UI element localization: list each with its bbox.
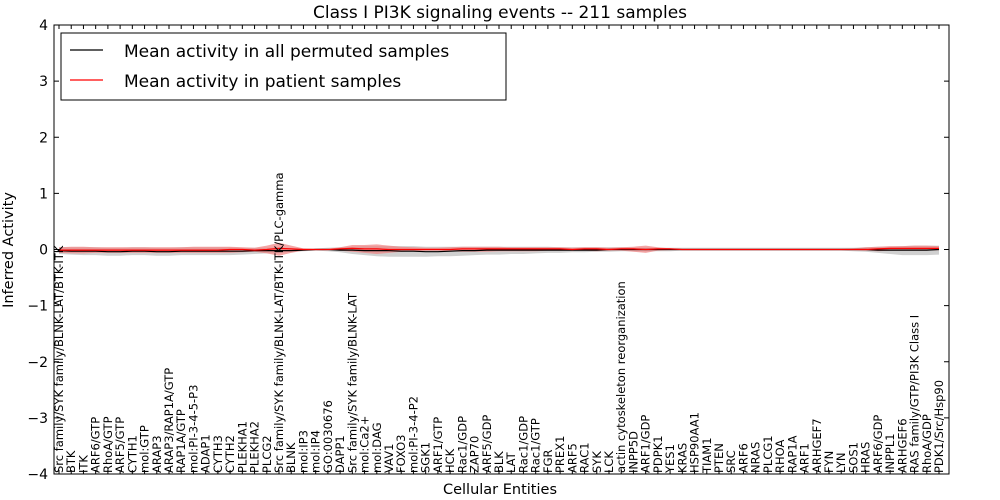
- x-category-label: PDPK1: [651, 435, 665, 473]
- x-category-label: ARF6: [736, 443, 750, 473]
- x-category-label: ARF1/GTP: [431, 417, 445, 473]
- x-category-label: PDK1/Src/Hsp90: [932, 380, 946, 473]
- x-category-label: HSP90AA1: [688, 412, 702, 473]
- x-category-label: SGK1: [419, 442, 433, 473]
- x-category-label: CYTH3: [211, 435, 225, 473]
- x-category-label: FYN: [822, 451, 836, 473]
- x-category-label: mol:PI-3-4-5-P3: [186, 385, 200, 473]
- x-axis: Src family/SYK family/BLNK-LAT/BTK-ITKBT…: [52, 25, 946, 474]
- x-category-label: ARHGEF6: [895, 418, 909, 473]
- legend-label-permuted: Mean activity in all permuted samples: [124, 42, 449, 62]
- x-category-label: mol:IP4: [309, 430, 323, 473]
- x-category-label: ARF5/GDP: [480, 415, 494, 473]
- x-category-label: RhoA/GTP: [101, 416, 115, 473]
- x-category-label: DAPP1: [333, 435, 347, 473]
- y-tick-label: 1: [39, 186, 48, 202]
- x-category-label: FOXO3: [394, 435, 408, 473]
- x-category-label: HCK: [443, 448, 457, 473]
- y-tick-label: −3: [27, 411, 48, 427]
- x-category-label: ARAP3/RAP1A/GTP: [162, 368, 176, 473]
- legend: Mean activity in all permuted samples Me…: [60, 32, 507, 101]
- x-category-label: ITK: [76, 455, 90, 473]
- x-category-label: INPPL1: [883, 433, 897, 473]
- x-category-label: mol:IP3: [296, 430, 310, 473]
- x-category-label: PLCG2: [260, 435, 274, 473]
- y-tick-label: 0: [39, 243, 48, 259]
- x-category-label: ARF5: [565, 443, 579, 473]
- x-category-label: TIAM1: [700, 437, 714, 474]
- x-category-label: FGR: [541, 449, 555, 473]
- x-category-label: ARF5/GTP: [113, 417, 127, 473]
- x-category-label: ARAP3: [150, 435, 164, 473]
- legend-label-patient: Mean activity in patient samples: [124, 72, 401, 92]
- x-category-label: INPP5D: [626, 431, 640, 473]
- y-tick-label: −2: [27, 355, 48, 371]
- x-category-label: BLNK: [284, 442, 298, 473]
- y-axis: −4 −3 −2 −1 0 1 2 3 4: [27, 18, 949, 483]
- y-tick-label: 2: [39, 130, 48, 146]
- chart-title: Class I PI3K signaling events -- 211 sam…: [313, 3, 687, 23]
- x-category-label: ARHGEF7: [810, 418, 824, 473]
- y-axis-label: Inferred Activity: [1, 192, 17, 308]
- x-axis-label: Cellular Entities: [443, 482, 557, 498]
- x-category-label: PLEKHA2: [248, 421, 262, 473]
- line-series-1: [59, 247, 939, 251]
- x-category-label: RAC1: [578, 442, 592, 473]
- x-category-label: LAT: [504, 451, 518, 473]
- x-category-label: RAS family/GTP/PI3K Class I: [908, 315, 922, 473]
- x-category-label: CYTH2: [223, 435, 237, 473]
- x-category-label: mol:DAG: [370, 422, 384, 473]
- x-category-label: ARF6/GDP: [871, 415, 885, 473]
- y-tick-label: −1: [27, 299, 48, 315]
- x-category-label: Rac1/GDP: [455, 416, 469, 473]
- x-category-label: ADAP1: [199, 434, 213, 473]
- x-category-label: ARF1: [798, 443, 812, 473]
- x-category-label: actin cytoskeleton reorganization: [614, 281, 628, 473]
- y-tick-label: 3: [39, 74, 48, 90]
- x-category-label: ARF6/GTP: [89, 417, 103, 473]
- x-category-label: PTEN: [712, 443, 726, 473]
- x-category-label: SOS1: [846, 442, 860, 473]
- x-category-label: PLCG1: [761, 435, 775, 473]
- x-category-label: mol:PI-3-4-P2: [406, 396, 420, 473]
- x-category-label: GO:0030676: [321, 400, 335, 473]
- x-category-label: KRAS: [675, 443, 689, 473]
- x-category-label: RHOA: [773, 440, 787, 473]
- x-category-label: RAP1A/GTP: [174, 409, 188, 473]
- x-category-label: Src family/SYK family/BLNK-LAT/BTK-ITK/P…: [272, 173, 286, 474]
- x-category-label: BLK: [492, 451, 506, 473]
- x-category-label: Src family/SYK family/BLNK-LAT: [345, 292, 359, 473]
- x-category-label: ARF1/GDP: [639, 415, 653, 473]
- y-tick-label: 4: [39, 18, 48, 34]
- legend-frame: [60, 32, 507, 101]
- x-category-label: BTK: [64, 450, 78, 473]
- x-category-label: LCK: [602, 451, 616, 473]
- x-category-label: LYN: [834, 452, 848, 473]
- series-lines: [58, 247, 940, 253]
- x-category-label: NRAS: [749, 442, 763, 473]
- x-category-label: Src family/SYK family/BLNK-LAT/BTK-ITK: [52, 245, 66, 473]
- x-category-label: RAP1A: [785, 435, 799, 473]
- x-category-label: mol:Ca2+: [358, 416, 372, 473]
- x-category-label: mol:GTP: [138, 425, 152, 473]
- x-category-label: SYK: [590, 451, 604, 473]
- y-tick-label: −4: [27, 467, 48, 483]
- x-category-label: CYTH1: [125, 435, 139, 473]
- x-category-label: YES1: [663, 444, 677, 474]
- x-category-label: HRAS: [859, 442, 873, 473]
- x-category-label: RhoA/GDP: [920, 414, 934, 473]
- x-category-label: ZAP70: [468, 436, 482, 473]
- x-category-label: SRC: [724, 450, 738, 473]
- x-category-label: PLEKHA1: [235, 421, 249, 473]
- x-category-label: Rac1/GDP: [516, 416, 530, 473]
- x-category-label: PREX1: [553, 436, 567, 473]
- x-category-label: Rac1/GTP: [529, 418, 543, 473]
- x-category-label: VAV1: [382, 444, 396, 473]
